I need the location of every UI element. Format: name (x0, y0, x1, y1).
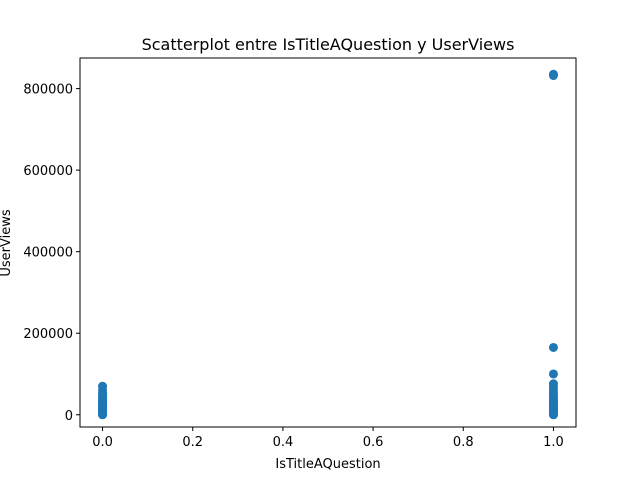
y-axis-ticks: 0 200000 400000 600000 800000 (23, 83, 80, 424)
y-axis-title: UserViews (0, 209, 14, 276)
data-point (548, 69, 558, 79)
plot-area-frame (79, 57, 577, 428)
x-tick-label: 0.4 (273, 435, 294, 450)
x-tick-label: 0.6 (363, 435, 384, 450)
y-tick-label: 800000 (23, 83, 73, 98)
y-tick-label: 400000 (23, 246, 73, 261)
data-points (98, 69, 558, 420)
data-point (548, 369, 558, 379)
x-tick-label: 1.0 (543, 435, 564, 450)
x-tick-label: 0.2 (182, 435, 203, 450)
y-tick-label: 200000 (23, 327, 73, 342)
chart-title: Scatterplot entre IsTitleAQuestion y Use… (142, 35, 515, 54)
data-point (98, 381, 108, 391)
y-tick-label: 0 (65, 409, 73, 424)
data-point (548, 379, 558, 389)
data-point (548, 342, 558, 352)
x-axis-ticks: 0.0 0.2 0.4 0.6 0.8 1.0 (92, 427, 564, 450)
x-axis-title: IsTitleAQuestion (275, 457, 380, 472)
x-tick-label: 0.8 (453, 435, 474, 450)
y-tick-label: 600000 (23, 164, 73, 179)
x-tick-label: 0.0 (92, 435, 113, 450)
